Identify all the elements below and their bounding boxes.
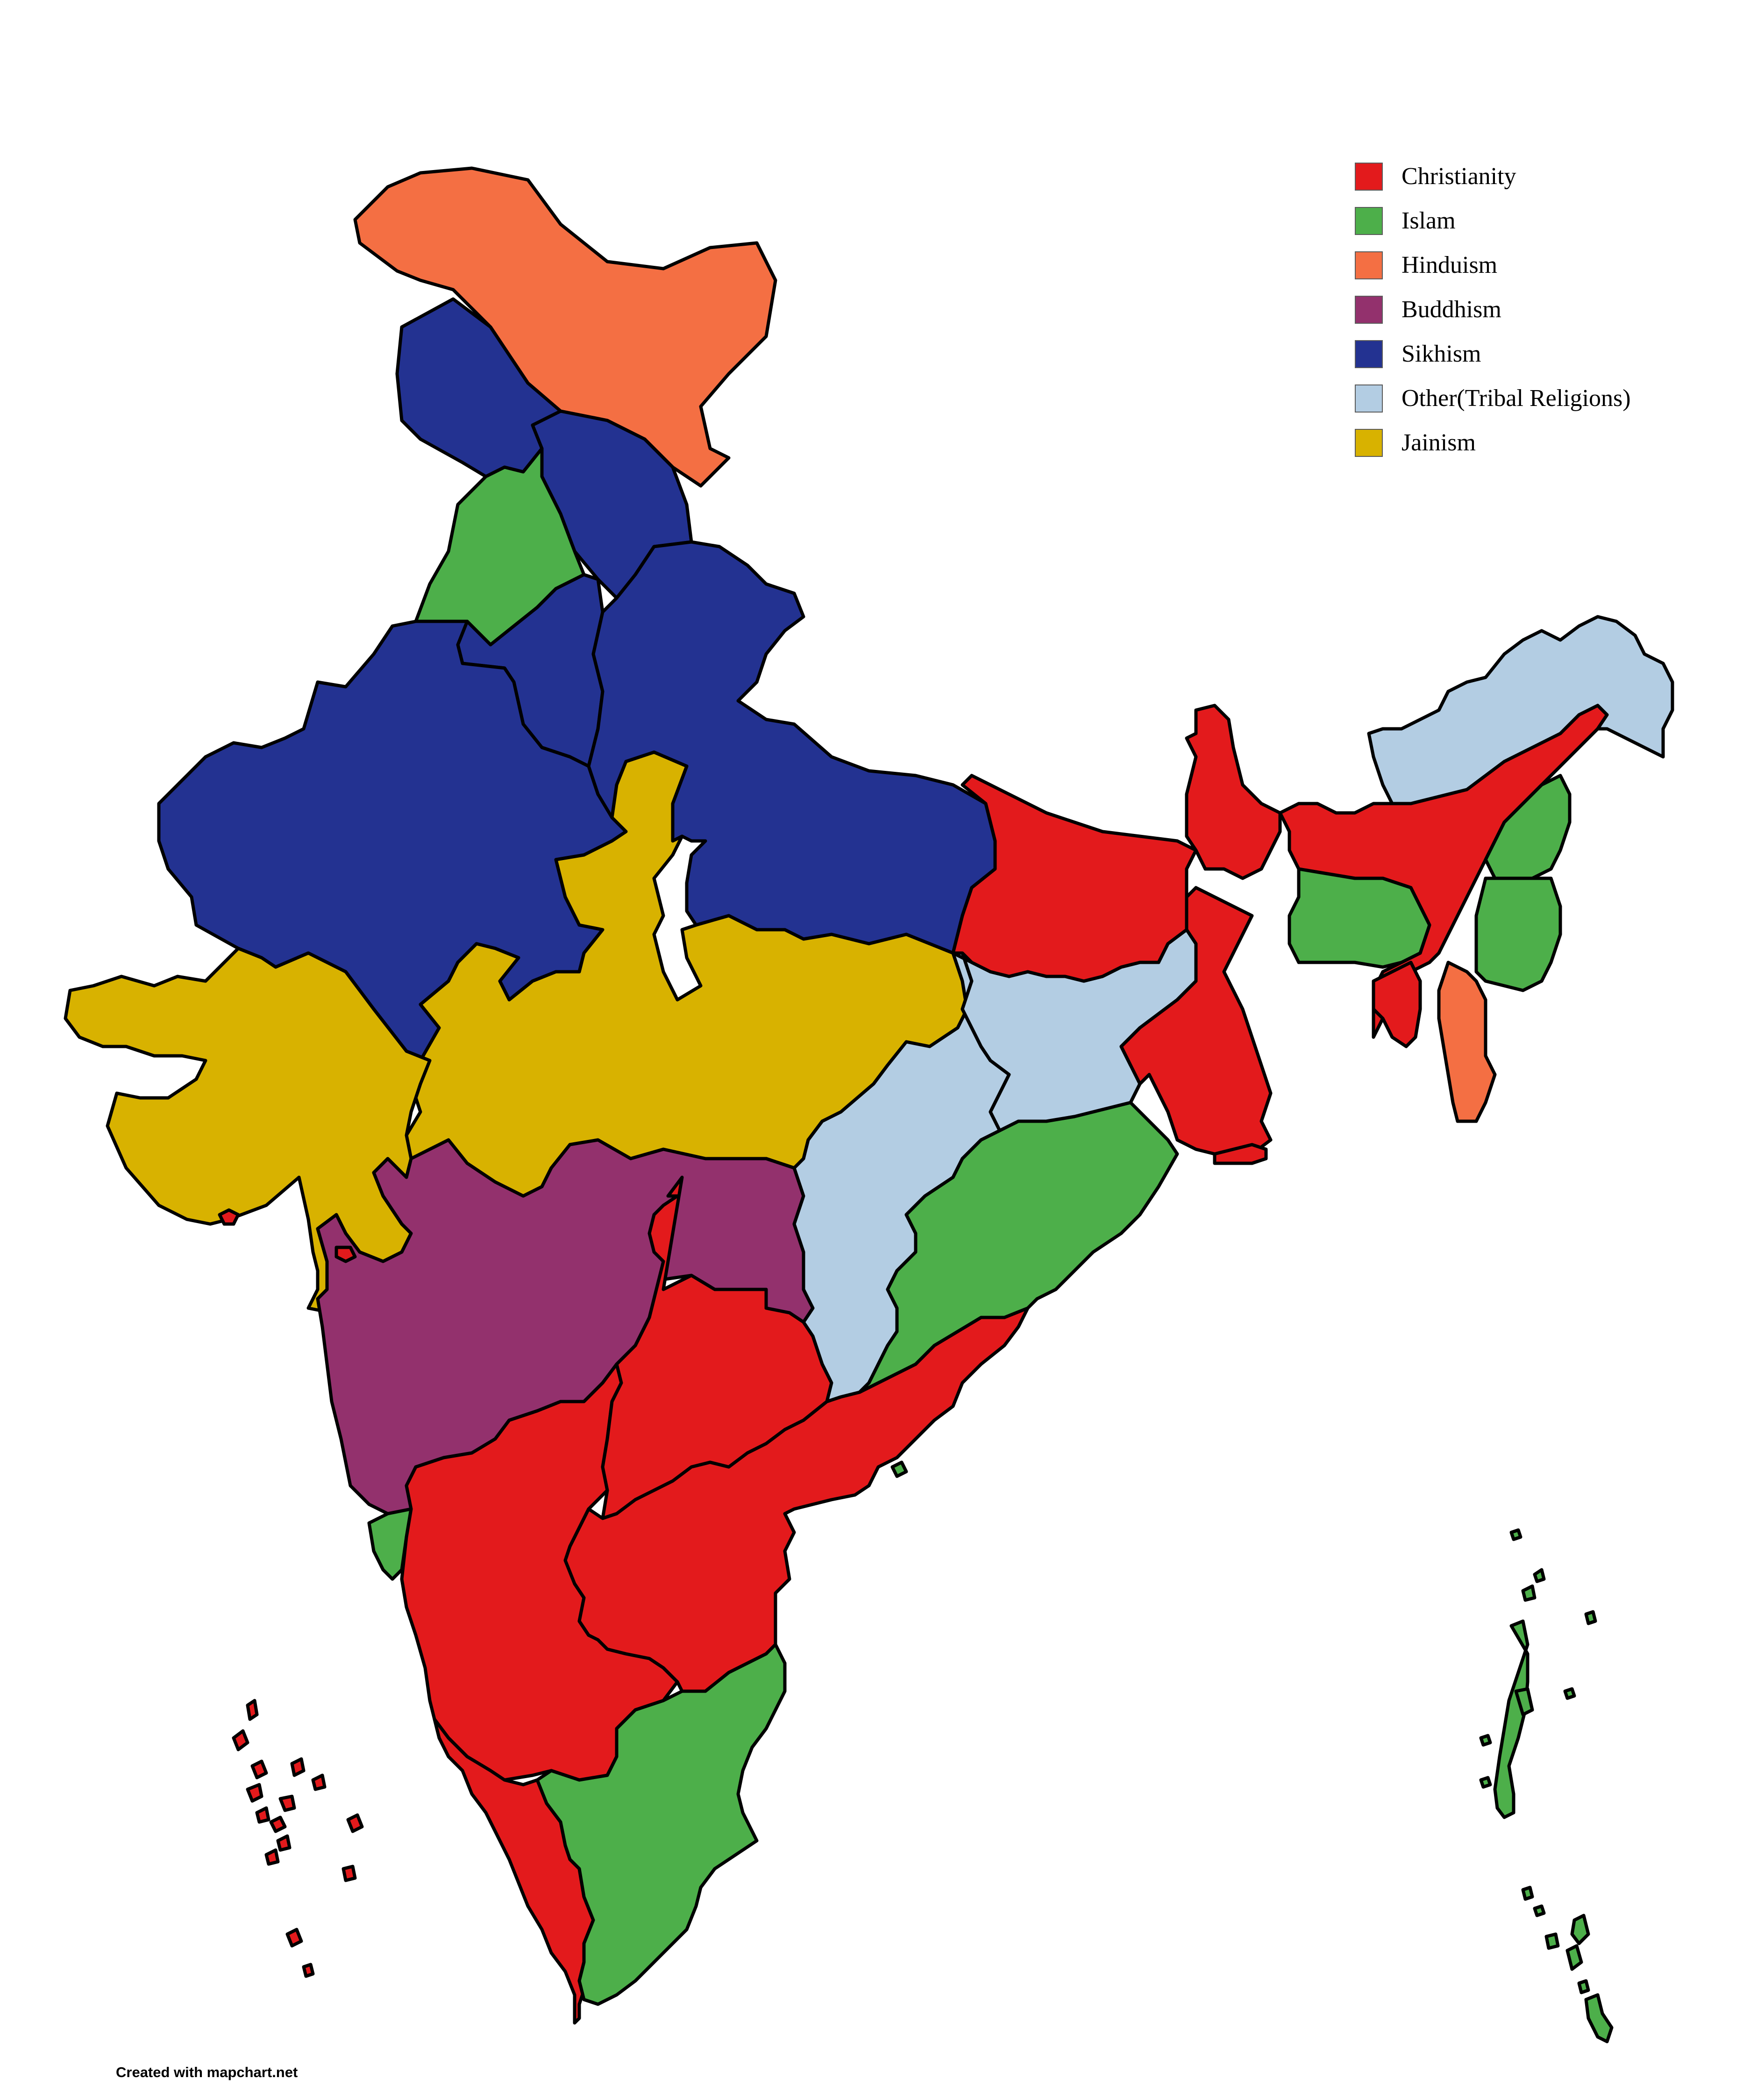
legend-swatch-other-tribal — [1355, 384, 1383, 413]
island-nicobar[interactable] — [1577, 1979, 1590, 1994]
region-tamil-nadu[interactable] — [535, 1643, 787, 2006]
region-sundarbans[interactable] — [1213, 1143, 1268, 1165]
credit-text: Created with mapchart.net — [116, 2064, 298, 2080]
island-lakshadweep[interactable] — [311, 1773, 327, 1791]
island-lakshadweep[interactable] — [269, 1815, 287, 1833]
legend-swatch-buddhism — [1355, 295, 1383, 324]
legend-label-buddhism: Buddhism — [1402, 296, 1501, 323]
island-andaman[interactable] — [1521, 1886, 1534, 1901]
legend-item-islam: Islam — [1355, 199, 1631, 243]
island-nicobar[interactable] — [1584, 1993, 1614, 2043]
island-lakshadweep[interactable] — [232, 1729, 249, 1751]
region-tripura[interactable] — [1372, 961, 1422, 1048]
legend-label-christianity: Christianity — [1402, 163, 1516, 190]
region-bihar[interactable] — [951, 774, 1198, 983]
island-lakshadweep[interactable] — [341, 1865, 357, 1882]
island-andaman[interactable] — [1509, 1528, 1522, 1541]
island-andaman[interactable] — [1584, 1610, 1597, 1625]
island-lakshadweep[interactable] — [264, 1848, 280, 1866]
region-west-bengal-north[interactable] — [1185, 704, 1282, 880]
region-meghalaya[interactable] — [1288, 867, 1431, 969]
island-nicobar[interactable] — [1544, 1932, 1560, 1950]
region-arunachal[interactable] — [1367, 615, 1674, 805]
region-odisha[interactable] — [858, 1101, 1179, 1394]
region-daman[interactable] — [334, 1246, 357, 1263]
region-yanam[interactable] — [890, 1460, 908, 1478]
island-lakshadweep[interactable] — [290, 1757, 306, 1777]
region-jammu-kashmir[interactable] — [353, 166, 777, 488]
island-lakshadweep[interactable] — [278, 1794, 296, 1812]
island-nicobar[interactable] — [1570, 1914, 1590, 1945]
island-andaman[interactable] — [1533, 1568, 1546, 1583]
island-nicobar[interactable] — [1565, 1944, 1583, 1971]
legend-swatch-christianity — [1355, 162, 1383, 191]
island-lakshadweep[interactable] — [250, 1759, 268, 1780]
region-diu[interactable] — [218, 1208, 240, 1226]
legend-label-jainism: Jainism — [1402, 429, 1476, 456]
island-lakshadweep[interactable] — [246, 1699, 259, 1721]
island-andaman[interactable] — [1563, 1687, 1576, 1700]
border-uttarakhand-up — [616, 541, 720, 599]
island-lakshadweep[interactable] — [246, 1783, 263, 1803]
legend-label-sikhism: Sikhism — [1402, 341, 1481, 367]
island-lakshadweep[interactable] — [302, 1963, 315, 1978]
island-lakshadweep[interactable] — [255, 1806, 270, 1824]
island-lakshadweep[interactable] — [285, 1928, 303, 1948]
legend-swatch-sikhism — [1355, 340, 1383, 368]
legend-swatch-hinduism — [1355, 251, 1383, 279]
island-andaman[interactable] — [1479, 1734, 1492, 1747]
region-manipur[interactable] — [1474, 876, 1562, 992]
border-up-haryana — [587, 579, 613, 819]
island-andaman[interactable] — [1514, 1687, 1534, 1716]
island-lakshadweep[interactable] — [276, 1834, 292, 1852]
legend-label-islam: Islam — [1402, 207, 1456, 234]
island-andaman[interactable] — [1493, 1619, 1530, 1819]
island-lakshadweep[interactable] — [346, 1813, 364, 1833]
legend-swatch-jainism — [1355, 428, 1383, 457]
legend-label-other-tribal: Other(Tribal Religions) — [1402, 385, 1631, 412]
island-andaman[interactable] — [1479, 1776, 1492, 1789]
legend-label-hinduism: Hinduism — [1402, 252, 1498, 278]
region-andhra-pradesh[interactable] — [563, 1306, 1030, 1693]
legend-item-sikhism: Sikhism — [1355, 332, 1631, 376]
legend: Christianity Islam Hinduism Buddhism Sik… — [1355, 154, 1631, 465]
legend-item-hinduism: Hinduism — [1355, 243, 1631, 287]
legend-item-buddhism: Buddhism — [1355, 287, 1631, 332]
island-andaman[interactable] — [1521, 1584, 1537, 1602]
legend-item-other-tribal: Other(Tribal Religions) — [1355, 376, 1631, 420]
legend-item-christianity: Christianity — [1355, 154, 1631, 199]
legend-swatch-islam — [1355, 206, 1383, 235]
region-mizoram[interactable] — [1437, 961, 1497, 1123]
border-rajasthan-haryana — [456, 621, 590, 768]
island-andaman[interactable] — [1533, 1904, 1546, 1917]
legend-item-jainism: Jainism — [1355, 420, 1631, 465]
